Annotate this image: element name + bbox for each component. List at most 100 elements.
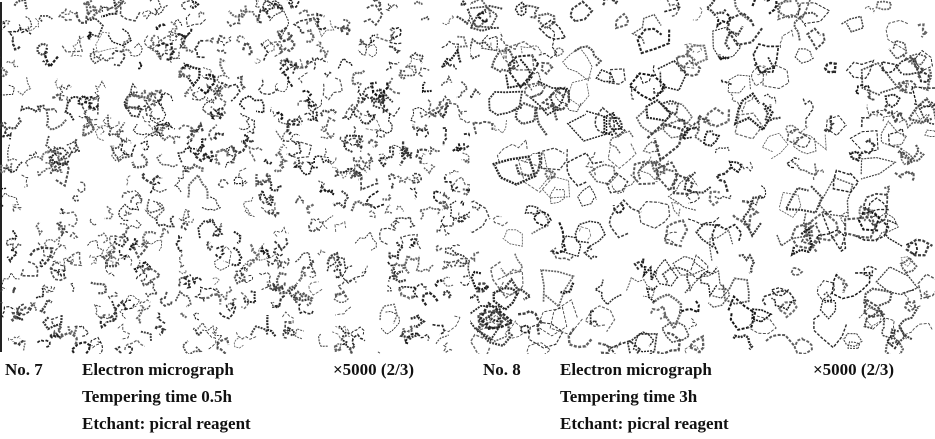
- carbide-texture: [226, 13, 241, 28]
- carbide-texture: [505, 58, 533, 89]
- micrograph-7: [0, 0, 470, 354]
- carbide-texture: [716, 13, 732, 29]
- carbide-texture: [15, 303, 33, 316]
- carbide-texture: [776, 0, 801, 19]
- carbide-texture: [794, 48, 814, 64]
- carbide-texture: [191, 91, 199, 101]
- carbide-texture: [107, 114, 124, 138]
- carbide-texture: [802, 98, 814, 127]
- carbide-texture: [232, 141, 249, 155]
- carbide-texture: [702, 130, 721, 147]
- carbide-texture: [255, 0, 260, 9]
- carbide-texture: [460, 199, 465, 206]
- carbide-texture: [667, 173, 698, 211]
- carbide-texture: [292, 157, 318, 176]
- carbide-texture: [36, 339, 51, 349]
- carbide-texture: [626, 333, 658, 354]
- carbide-texture: [277, 26, 293, 43]
- carbide-texture: [183, 44, 194, 54]
- carbide-texture: [558, 235, 582, 258]
- figure-magnification: ×5000 (2/3): [333, 360, 414, 379]
- carbide-texture: [720, 78, 732, 86]
- carbide-texture: [438, 94, 452, 103]
- carbide-texture: [741, 161, 753, 172]
- carbide-texture: [831, 271, 871, 300]
- carbide-texture: [142, 115, 154, 134]
- carbide-texture: [526, 342, 552, 354]
- carbide-texture: [663, 231, 678, 247]
- carbide-texture: [282, 320, 293, 339]
- carbide-texture: [429, 146, 441, 156]
- carbide-texture: [793, 11, 819, 41]
- carbide-texture: [863, 309, 886, 330]
- carbide-texture: [262, 2, 275, 13]
- carbide-texture: [259, 187, 274, 207]
- carbide-texture: [238, 94, 265, 114]
- carbide-texture: [661, 266, 692, 294]
- carbide-texture: [105, 1, 124, 12]
- carbide-texture: [244, 208, 255, 218]
- carbide-texture: [540, 61, 554, 76]
- carbide-texture: [194, 286, 220, 302]
- carbide-texture: [702, 106, 731, 128]
- carbide-texture: [140, 266, 162, 287]
- carbide-texture: [389, 261, 410, 279]
- carbide-texture: [287, 141, 303, 158]
- carbide-texture: [464, 159, 470, 164]
- carbide-texture: [282, 137, 290, 142]
- carbide-texture: [155, 215, 176, 228]
- carbide-texture: [708, 190, 720, 207]
- carbide-texture: [778, 191, 802, 218]
- carbide-texture: [275, 29, 282, 38]
- figure-number: No. 7: [5, 360, 43, 379]
- carbide-texture: [135, 272, 148, 281]
- carbide-texture: [418, 206, 442, 220]
- carbide-texture: [917, 23, 930, 38]
- carbide-texture: [168, 21, 179, 35]
- carbide-texture: [746, 315, 777, 335]
- carbide-texture: [92, 80, 106, 101]
- carbide-texture: [667, 102, 693, 125]
- carbide-texture: [7, 26, 32, 40]
- carbide-texture: [242, 40, 254, 56]
- carbide-texture: [238, 112, 251, 131]
- carbide-texture: [287, 282, 310, 302]
- carbide-texture: [182, 208, 195, 223]
- carbide-texture: [119, 307, 126, 319]
- carbide-texture: [354, 231, 377, 251]
- carbide-texture: [214, 245, 225, 259]
- carbide-texture: [119, 0, 141, 22]
- carbide-texture: [148, 34, 162, 61]
- carbide-texture: [309, 271, 317, 279]
- carbide-texture: [236, 75, 246, 90]
- carbide-texture: [131, 153, 149, 169]
- carbide-texture: [336, 277, 357, 290]
- carbide-texture: [420, 333, 430, 341]
- carbide-texture: [540, 88, 571, 112]
- carbide-texture: [415, 128, 430, 138]
- carbide-texture: [423, 163, 436, 175]
- carbide-texture: [504, 277, 533, 301]
- carbide-texture: [35, 221, 43, 237]
- carbide-texture: [156, 153, 178, 168]
- carbide-texture: [898, 306, 919, 341]
- carbide-texture: [14, 303, 34, 320]
- carbide-texture: [779, 29, 794, 48]
- carbide-texture: [41, 150, 61, 164]
- carbide-texture: [86, 17, 104, 40]
- carbide-texture: [274, 120, 290, 141]
- carbide-texture: [604, 341, 622, 349]
- carbide-texture: [86, 31, 94, 41]
- carbide-texture: [369, 34, 376, 44]
- carbide-texture: [48, 156, 67, 173]
- carbide-texture: [918, 101, 935, 126]
- carbide-texture: [111, 49, 127, 67]
- carbide-texture: [0, 192, 19, 206]
- carbide-texture: [319, 183, 335, 196]
- carbide-texture: [584, 305, 616, 333]
- figure-title: Electron micrograph: [82, 360, 234, 379]
- carbide-texture: [7, 335, 21, 341]
- carbide-texture: [260, 42, 269, 61]
- carbide-texture: [885, 331, 900, 350]
- carbide-texture: [793, 337, 813, 354]
